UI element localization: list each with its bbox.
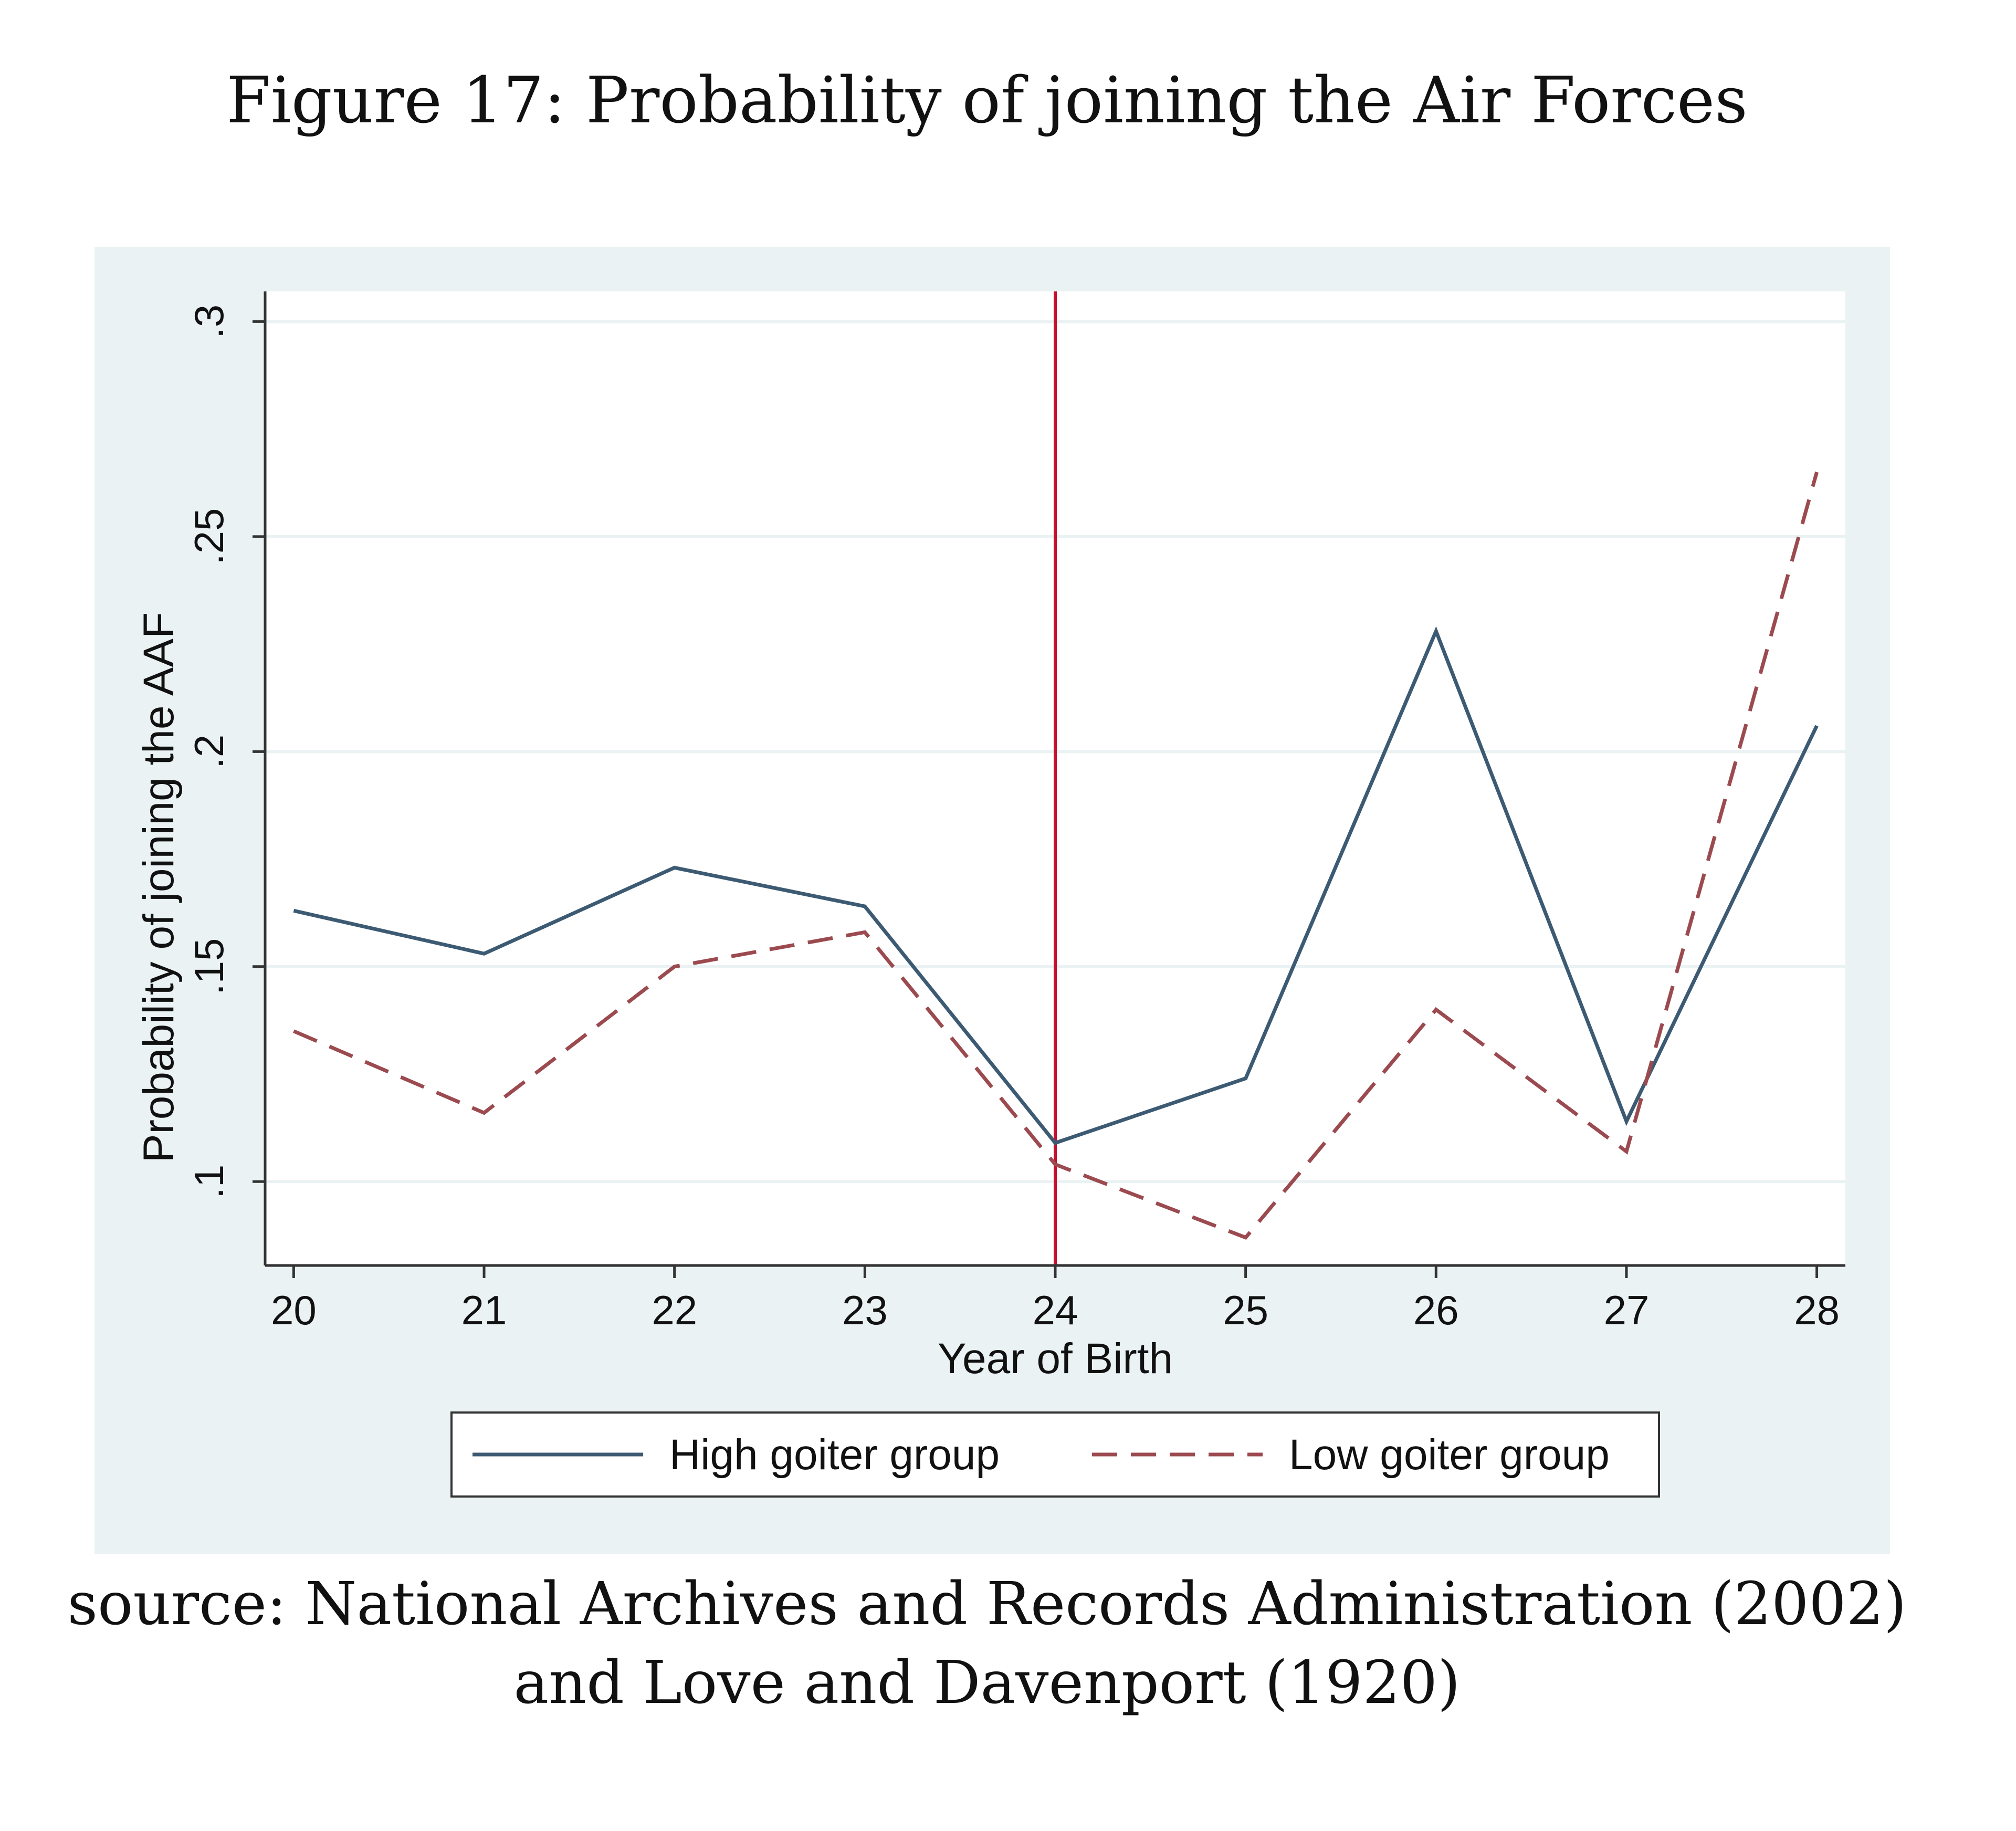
high-goiter-point <box>1435 630 1437 632</box>
x-tick-label: 24 <box>1033 1287 1078 1333</box>
low-goiter-point <box>1054 1164 1056 1166</box>
legend: High goiter group Low goiter group <box>450 1411 1660 1498</box>
y-tick-label: .2 <box>186 735 232 769</box>
figure-caption-line-1: source: National Archives and Records Ad… <box>67 1570 1907 1638</box>
x-tick-label: 28 <box>1794 1287 1840 1333</box>
y-axis-title: Probability of joining the AAF <box>135 612 183 1163</box>
figure-title: Figure 17: Probability of joining the Ai… <box>226 63 1748 138</box>
x-tick-label: 23 <box>842 1287 888 1333</box>
high-goiter-point <box>292 909 295 912</box>
low-goiter-point <box>292 1030 295 1032</box>
x-tick-label: 22 <box>652 1287 697 1333</box>
high-goiter-point <box>1054 1142 1056 1144</box>
legend-label-low-goiter: Low goiter group <box>1289 1431 1610 1479</box>
series-line-low-goiter <box>293 472 1819 1240</box>
x-tick-label: 25 <box>1223 1287 1268 1333</box>
axes <box>253 291 1845 1278</box>
x-tick-label: 26 <box>1413 1287 1459 1333</box>
high-goiter-point <box>483 953 485 955</box>
figure-caption-line-2: and Love and Davenport (1920) <box>513 1649 1461 1717</box>
x-tick-label: 21 <box>461 1287 507 1333</box>
low-goiter-point <box>483 1112 485 1114</box>
legend-box <box>450 1411 1660 1498</box>
high-goiter-point <box>1816 725 1818 727</box>
tick-labels: .1 .15 .2 .25 .3 20 21 22 23 24 25 26 27 28 <box>186 305 1840 1333</box>
low-goiter-point <box>1245 1237 1247 1239</box>
low-goiter-point <box>1816 471 1818 473</box>
low-goiter-point <box>1435 1009 1437 1011</box>
high-goiter-point <box>674 866 676 869</box>
series-line-high-goiter <box>293 626 1819 1145</box>
high-goiter-point <box>1625 1121 1628 1123</box>
y-tick-label: .25 <box>186 508 232 565</box>
low-goiter-point <box>864 931 866 933</box>
legend-label-high-goiter: High goiter group <box>669 1431 1000 1479</box>
y-tick-label: .3 <box>186 305 232 339</box>
low-goiter-point <box>674 966 676 968</box>
y-tick-label: .15 <box>186 938 232 995</box>
x-tick-label: 27 <box>1604 1287 1650 1333</box>
y-tick-label: .1 <box>186 1165 232 1199</box>
series-lines <box>292 471 1819 1240</box>
low-goiter-point <box>1625 1150 1628 1153</box>
high-goiter-point <box>864 905 866 907</box>
high-goiter-point <box>1245 1077 1247 1080</box>
x-axis-title: Year of Birth <box>938 1335 1173 1383</box>
x-tick-label: 20 <box>271 1287 317 1333</box>
